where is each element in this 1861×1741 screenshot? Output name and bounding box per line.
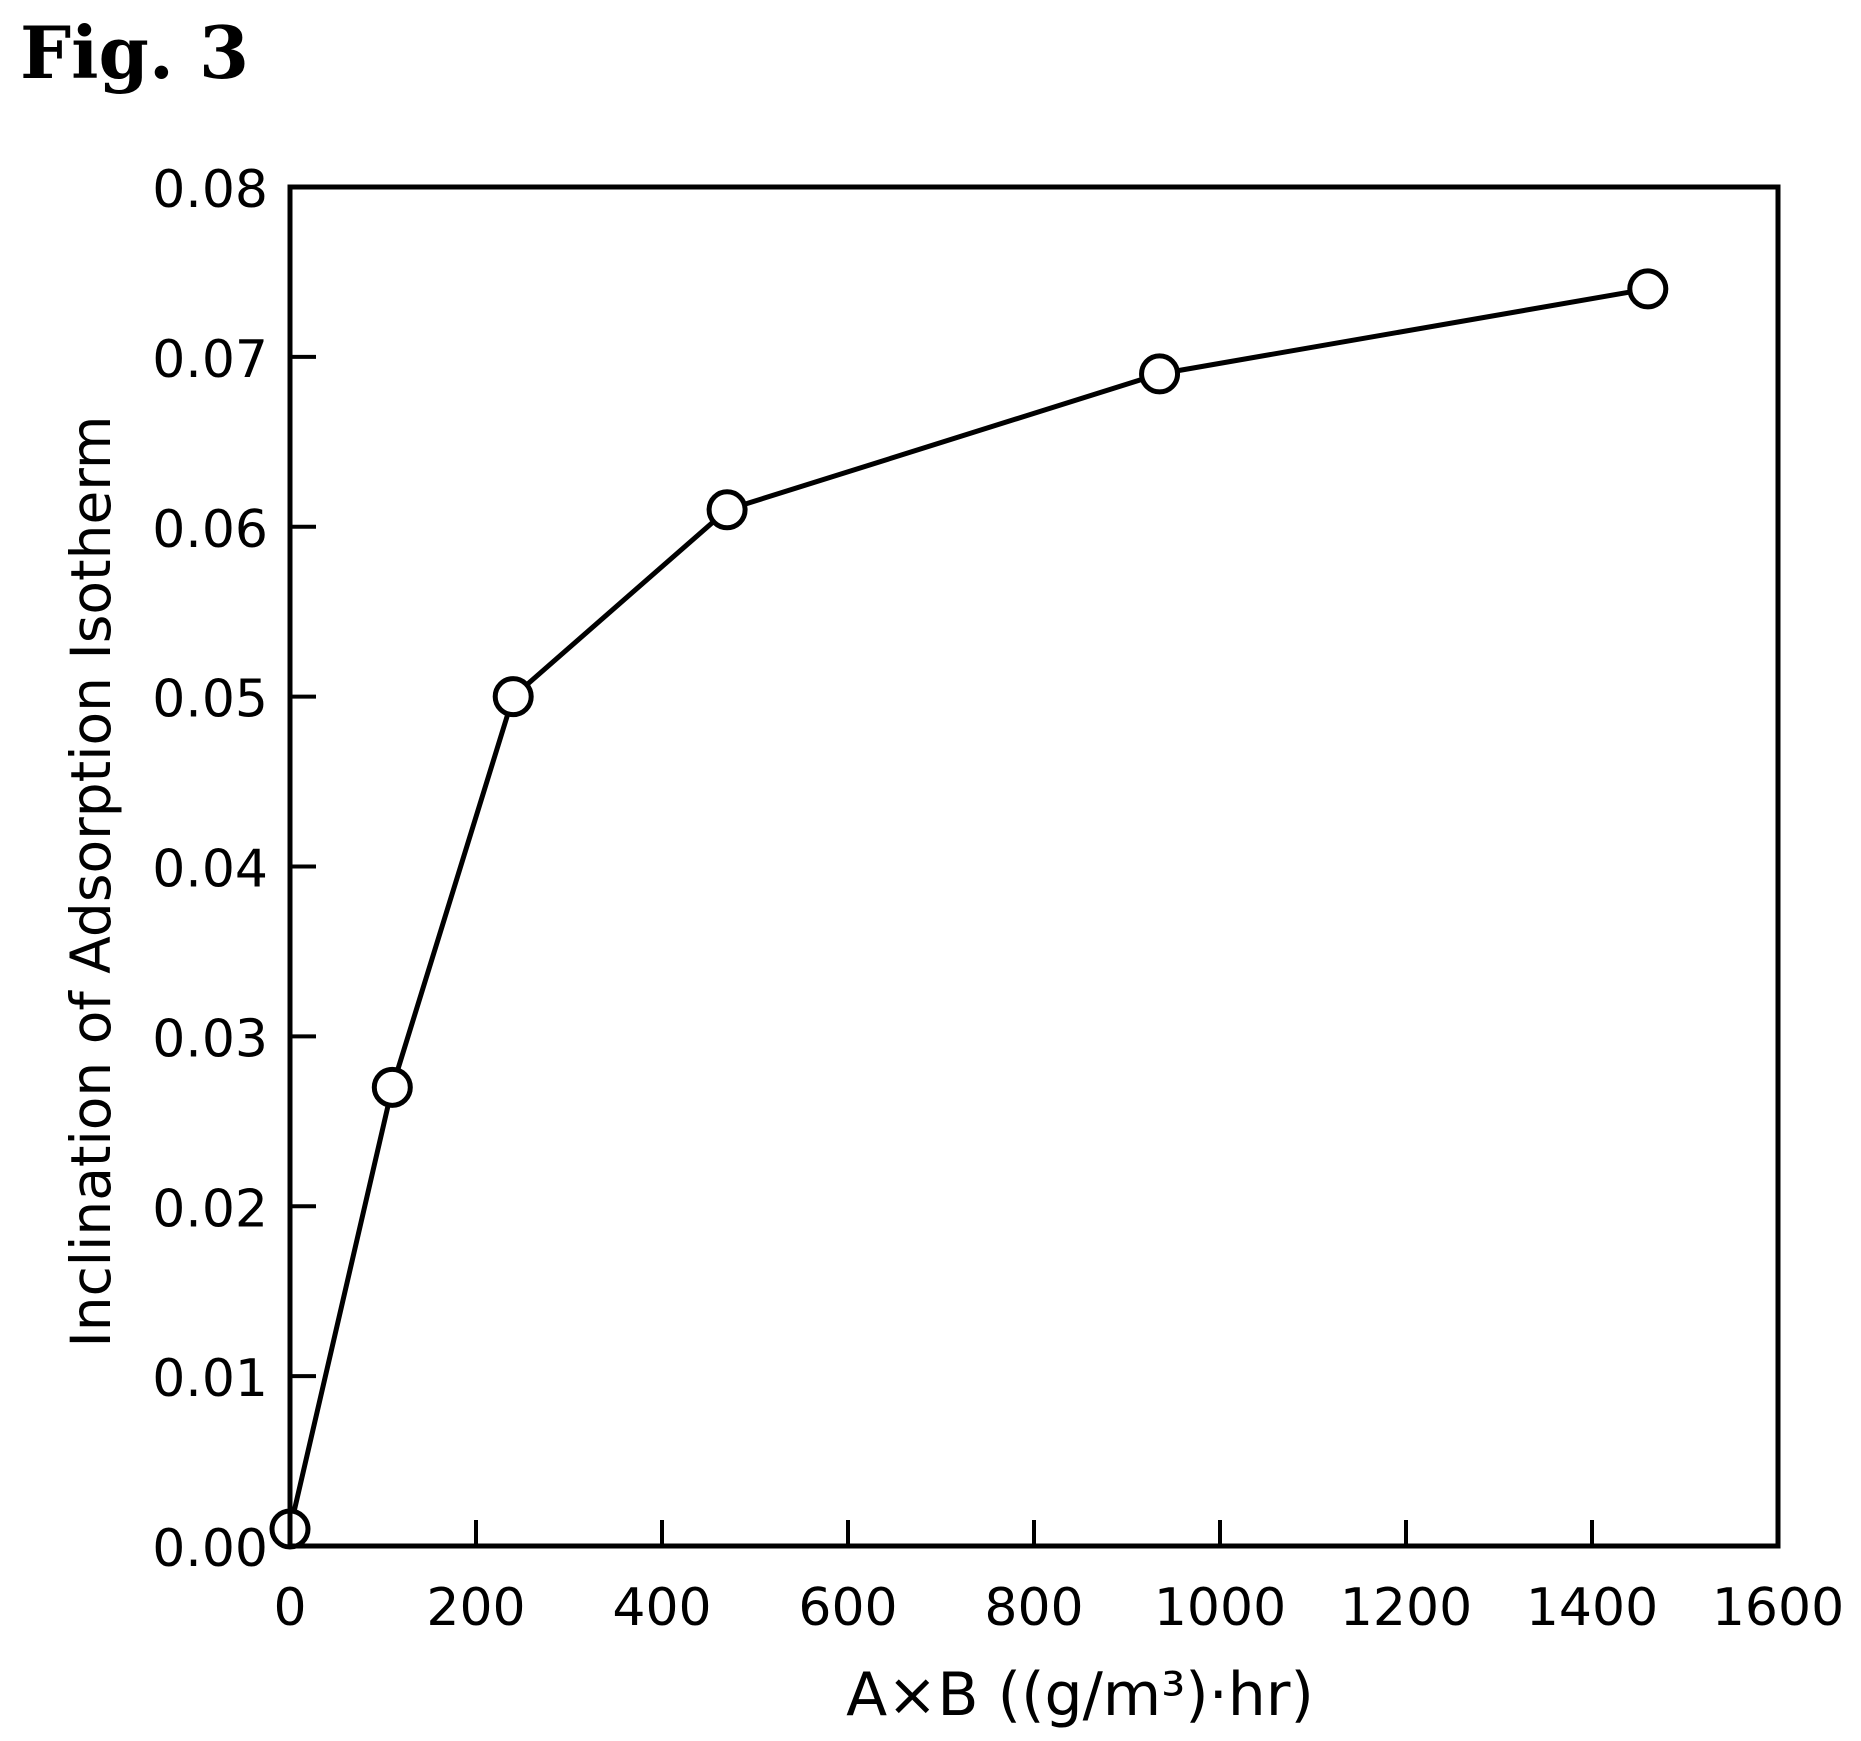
x-axis-ticks: 0 200 400 600 800 1000 1200 1400 1600 <box>273 1520 1844 1638</box>
y-tick-label: 0.05 <box>152 670 268 730</box>
data-point <box>1627 268 1669 310</box>
y-tick-label: 0.06 <box>152 500 268 560</box>
data-point <box>492 676 534 718</box>
y-tick-label: 0.07 <box>152 330 268 390</box>
y-tick-label: 0.04 <box>152 840 268 900</box>
data-point <box>706 489 748 531</box>
figure-label: Fig. 3 <box>20 10 250 95</box>
y-tick-label: 0.02 <box>152 1179 268 1239</box>
data-series <box>269 268 1669 1550</box>
plot-frame <box>287 184 1781 1549</box>
y-axis-label: Inclination of Adsorption Isotherm <box>59 415 123 1347</box>
y-tick-label: 0.00 <box>152 1519 268 1579</box>
data-point <box>371 1066 413 1108</box>
y-axis-ticks: 0.00 0.01 0.02 0.03 0.04 0.05 0.06 0.07 0.08 <box>152 160 316 1579</box>
x-tick-label: 1000 <box>1154 1578 1286 1638</box>
y-tick-label: 0.01 <box>152 1349 268 1409</box>
x-tick-label: 1200 <box>1340 1578 1472 1638</box>
x-tick-label: 1400 <box>1526 1578 1658 1638</box>
x-axis-label: A×B ((g/m³)·hr) <box>846 1660 1314 1730</box>
x-tick-label: 400 <box>612 1578 711 1638</box>
x-tick-label: 0 <box>273 1578 306 1638</box>
y-tick-label: 0.03 <box>152 1009 268 1069</box>
series-line <box>287 286 1649 1530</box>
x-tick-label: 200 <box>426 1578 525 1638</box>
x-tick-label: 800 <box>984 1578 1083 1638</box>
data-point <box>1139 353 1181 395</box>
x-tick-label: 1600 <box>1712 1578 1844 1638</box>
x-tick-label: 600 <box>798 1578 897 1638</box>
y-tick-label: 0.08 <box>152 160 268 220</box>
